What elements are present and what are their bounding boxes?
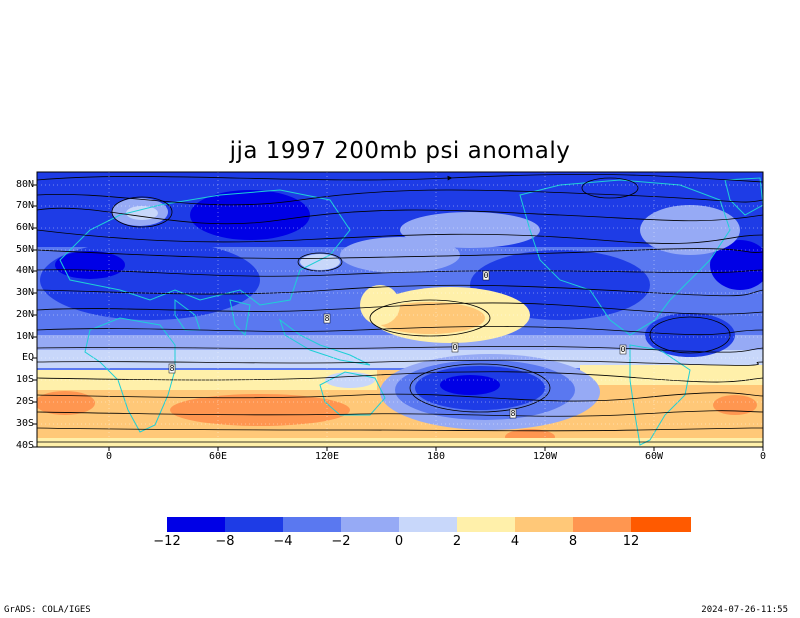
lat-label: 10S — [15, 374, 34, 385]
contour-label: 0 — [484, 271, 489, 280]
lon-label: 120E — [314, 451, 340, 462]
colorbar — [167, 517, 691, 532]
lat-label: 20N — [15, 309, 34, 320]
colorbar-swatch — [515, 517, 573, 532]
lat-label: 30S — [15, 418, 34, 429]
colorbar-label: 0 — [394, 534, 404, 549]
map-frame — [36, 171, 764, 448]
lat-label: 80N — [15, 179, 34, 190]
contour-labels: 8 8 8 0 0 0 — [168, 270, 627, 419]
contour-label: 0 — [453, 343, 458, 352]
lat-label: 70N — [15, 200, 34, 211]
lon-label: 60W — [644, 451, 664, 462]
colorbar-swatch — [283, 517, 341, 532]
colorbar-label: −4 — [273, 534, 293, 549]
lon-label: 120W — [532, 451, 558, 462]
contour-label: 8 — [170, 364, 175, 373]
colorbar-label: −8 — [215, 534, 235, 549]
lat-label: 40N — [15, 265, 34, 276]
lat-label: 30N — [15, 287, 34, 298]
colorbar-swatch — [573, 517, 631, 532]
colorbar-label: −12 — [153, 534, 181, 549]
footer-credit: GrADS: COLA/IGES — [4, 605, 91, 615]
lon-label: 0 — [759, 451, 767, 462]
colorbar-swatch — [399, 517, 457, 532]
colorbar-label: 2 — [452, 534, 462, 549]
lat-label: 20S — [15, 396, 34, 407]
colorbar-swatch — [167, 517, 225, 532]
lat-label: EQ — [21, 352, 34, 363]
colorbar-swatch — [225, 517, 283, 532]
gridlines — [37, 172, 763, 447]
contour-label: 8 — [325, 314, 330, 323]
lat-label: 40S — [15, 440, 34, 451]
contour-label: 0 — [621, 345, 626, 354]
colorbar-label: −2 — [331, 534, 351, 549]
lon-label: 180 — [426, 451, 446, 462]
footer-timestamp: 2024-07-26-11:55 — [701, 605, 788, 615]
colorbar-swatch — [631, 517, 691, 532]
colorbar-label: 8 — [568, 534, 578, 549]
lat-label: 10N — [15, 331, 34, 342]
map-title: jja 1997 200mb psi anomaly — [229, 138, 571, 164]
colorbar-label: 12 — [622, 534, 640, 549]
contour-label: 8 — [511, 409, 516, 418]
colorbar-swatch — [457, 517, 515, 532]
lon-label: 60E — [208, 451, 228, 462]
lat-label: 50N — [15, 244, 34, 255]
axis-ticks — [33, 184, 764, 451]
anomaly-field — [37, 172, 763, 447]
colorbar-label: 4 — [510, 534, 520, 549]
lat-label: 60N — [15, 222, 34, 233]
colorbar-swatch — [341, 517, 399, 532]
lon-label: 0 — [105, 451, 113, 462]
